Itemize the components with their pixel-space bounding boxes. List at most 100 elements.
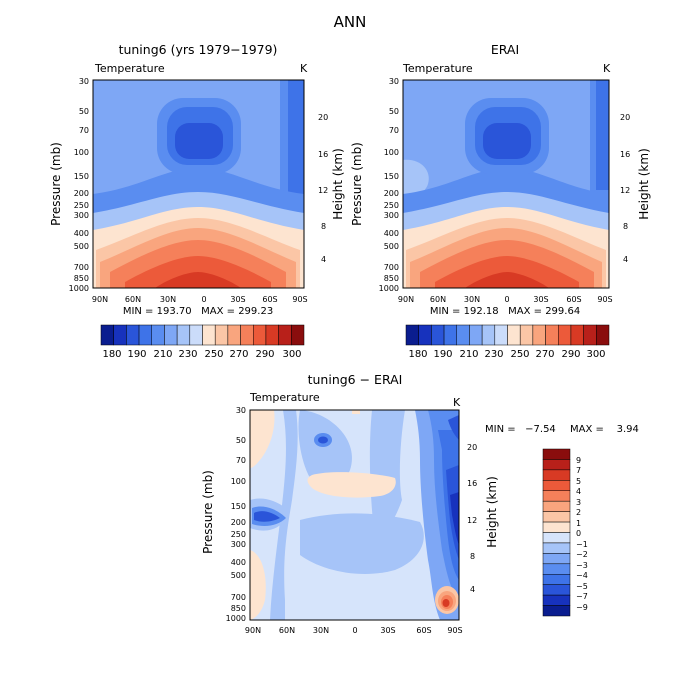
- y-tick: 70: [236, 456, 246, 465]
- height-tick: 4: [623, 255, 628, 264]
- height-tick: 4: [470, 585, 475, 594]
- x-tick: 90N: [92, 295, 108, 304]
- y-tick: 400: [384, 229, 399, 238]
- colorbar-swatch: [176, 324, 191, 346]
- colorbar-swatch: [542, 521, 571, 533]
- colorbar-label: 300: [586, 349, 605, 360]
- y-tick: 1000: [69, 284, 89, 293]
- y-tick: 100: [384, 148, 399, 157]
- height-tick: 20: [467, 443, 477, 452]
- y-tick: 250: [231, 530, 246, 539]
- colorbar-swatch: [456, 324, 470, 346]
- colorbar-label: 290: [255, 349, 274, 360]
- colorbar-label: 1: [576, 519, 581, 528]
- y-tick: 700: [74, 263, 89, 272]
- y-tick: 300: [74, 211, 89, 220]
- x-tick: 0: [504, 295, 509, 304]
- x-tick: 30N: [160, 295, 176, 304]
- x-tick: 90S: [447, 626, 462, 635]
- panel-diff-colorbar-labels: 9 7 5 4 3 2 1 0 −1 −2 −3 −4 −5 −7 −9: [576, 456, 588, 612]
- y-tick: 200: [384, 189, 399, 198]
- panel-diff-contours: [250, 410, 459, 620]
- colorbar-swatch: [542, 490, 571, 502]
- colorbar-swatch: [532, 324, 546, 346]
- panel-model-ylabel: Pressure (mb): [49, 142, 63, 226]
- panel-obs-units: K: [603, 62, 611, 75]
- height-tick: 12: [620, 186, 630, 195]
- y-tick: 1000: [226, 614, 246, 623]
- panel-diff-height-ticks: 20 16 12 8 4: [467, 443, 477, 594]
- colorbar-swatch: [469, 324, 483, 346]
- colorbar-label: 0: [576, 529, 581, 538]
- y-tick: 150: [74, 172, 89, 181]
- colorbar-swatch: [542, 594, 571, 606]
- colorbar-swatch: [542, 542, 571, 554]
- panel-diff-stats-min: MIN = −7.54: [485, 424, 556, 435]
- x-tick: 60S: [262, 295, 277, 304]
- colorbar-swatch: [558, 324, 572, 346]
- colorbar-swatch: [596, 324, 610, 346]
- colorbar-label: 250: [204, 349, 223, 360]
- height-tick: 4: [321, 255, 326, 264]
- y-tick: 400: [231, 558, 246, 567]
- x-tick: 30S: [230, 295, 245, 304]
- colorbar-label: −1: [576, 540, 588, 549]
- panel-obs-contours: [403, 80, 609, 288]
- colorbar-label: −7: [576, 592, 588, 601]
- x-tick: 60N: [430, 295, 446, 304]
- colorbar-label: 230: [484, 349, 503, 360]
- height-tick: 8: [470, 552, 475, 561]
- y-tick: 30: [79, 77, 89, 86]
- colorbar-swatch: [265, 324, 279, 346]
- colorbar-swatch: [405, 324, 419, 346]
- colorbar-swatch: [126, 324, 140, 346]
- figure-title: ANN: [334, 13, 367, 31]
- panel-obs-stats: MIN = 192.18 MAX = 299.64: [430, 306, 580, 317]
- colorbar-swatch: [138, 324, 152, 346]
- colorbar-swatch: [542, 605, 571, 617]
- colorbar-swatch: [545, 324, 559, 346]
- colorbar-label: 290: [561, 349, 580, 360]
- panel-diff-title: tuning6 − ERAI: [308, 372, 403, 387]
- y-tick: 400: [74, 229, 89, 238]
- y-tick: 500: [74, 242, 89, 251]
- colorbar-swatch: [570, 324, 584, 346]
- height-tick: 20: [620, 113, 630, 122]
- x-tick: 60S: [566, 295, 581, 304]
- colorbar-label: 300: [282, 349, 301, 360]
- colorbar-label: 4: [576, 487, 581, 496]
- panel-obs-colorbar-labels: 180 190 210 230 250 270 290 300: [408, 349, 605, 360]
- y-tick: 250: [74, 201, 89, 210]
- y-tick: 300: [384, 211, 399, 220]
- y-tick: 70: [389, 126, 399, 135]
- x-tick: 60S: [416, 626, 431, 635]
- colorbar-swatch: [113, 324, 127, 346]
- panel-model-height-ticks: 20 16 12 8 4: [318, 113, 328, 264]
- height-tick: 8: [321, 222, 326, 231]
- y-tick: 100: [74, 148, 89, 157]
- colorbar-label: −2: [576, 550, 588, 559]
- panel-obs-title: ERAI: [491, 42, 519, 57]
- colorbar-swatch: [278, 324, 292, 346]
- colorbar-swatch: [214, 324, 229, 346]
- colorbar-label: 210: [153, 349, 172, 360]
- colorbar-swatch: [291, 324, 305, 346]
- x-tick: 0: [201, 295, 206, 304]
- y-tick: 500: [231, 571, 246, 580]
- colorbar-label: 250: [510, 349, 529, 360]
- colorbar-label: 180: [102, 349, 121, 360]
- y-tick: 150: [384, 172, 399, 181]
- colorbar-swatch: [542, 448, 571, 460]
- panel-model-contours: [93, 80, 304, 288]
- panel-diff-colorbar: [542, 448, 571, 617]
- panel-obs-ylabel-right: Height (km): [637, 148, 651, 219]
- colorbar-label: −9: [576, 603, 588, 612]
- y-tick: 850: [384, 274, 399, 283]
- panel-model-colorbar-labels: 180 190 210 230 250 270 290 300: [102, 349, 301, 360]
- colorbar-swatch: [443, 324, 457, 346]
- colorbar-label: 180: [408, 349, 427, 360]
- panel-obs-variable: Temperature: [402, 62, 473, 75]
- colorbar-label: 2: [576, 508, 581, 517]
- height-tick: 12: [318, 186, 328, 195]
- panel-model-ylabel-right: Height (km): [331, 148, 345, 219]
